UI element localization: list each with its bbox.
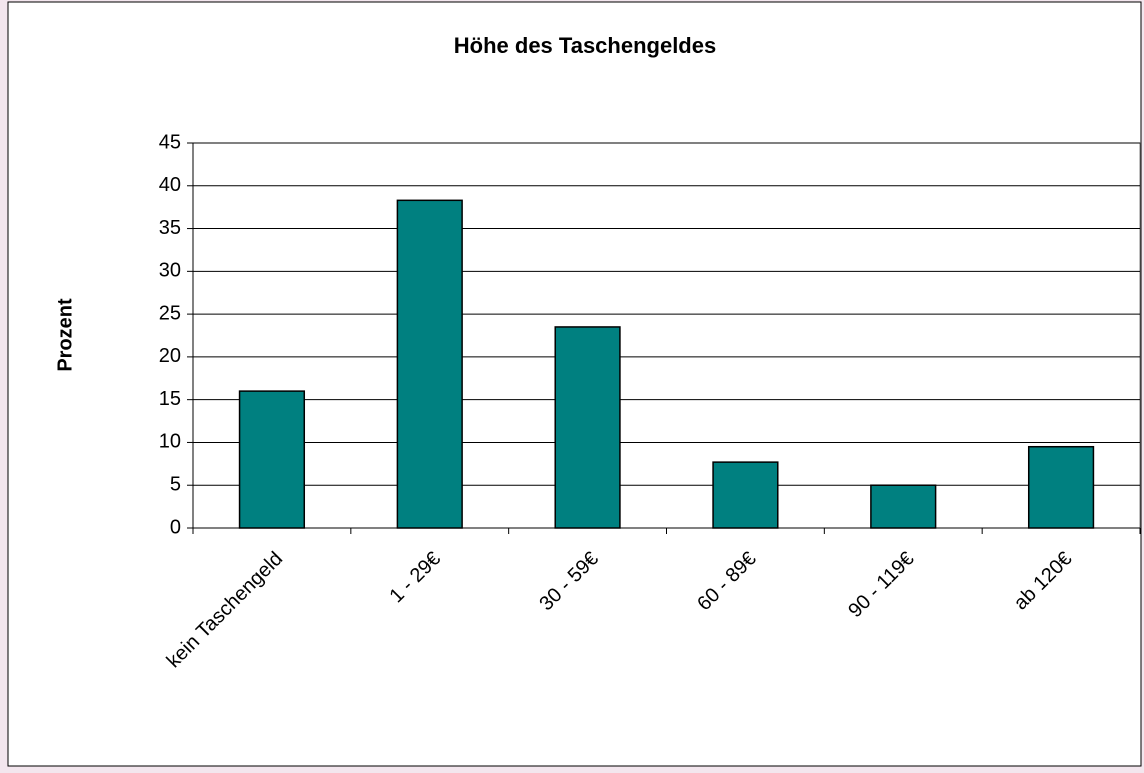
bar xyxy=(238,390,306,529)
bar xyxy=(712,461,779,529)
y-tick-label: 5 xyxy=(170,474,181,496)
y-axis-label: Prozent xyxy=(54,298,76,372)
y-tick-label: 20 xyxy=(159,345,181,367)
bar xyxy=(1027,445,1095,529)
bar xyxy=(870,484,937,529)
bar xyxy=(396,199,463,529)
y-tick-label: 30 xyxy=(159,260,181,282)
chart-title: Höhe des Taschengeldes xyxy=(454,33,716,58)
y-tick-label: 10 xyxy=(159,431,181,453)
y-tick-label: 45 xyxy=(159,131,181,153)
y-tick-label: 0 xyxy=(170,516,181,538)
y-tick-label: 15 xyxy=(159,388,181,410)
y-tick-label: 40 xyxy=(159,174,181,196)
y-tick-label: 35 xyxy=(159,217,181,239)
y-tick-label: 25 xyxy=(159,302,181,324)
bar xyxy=(554,326,621,529)
